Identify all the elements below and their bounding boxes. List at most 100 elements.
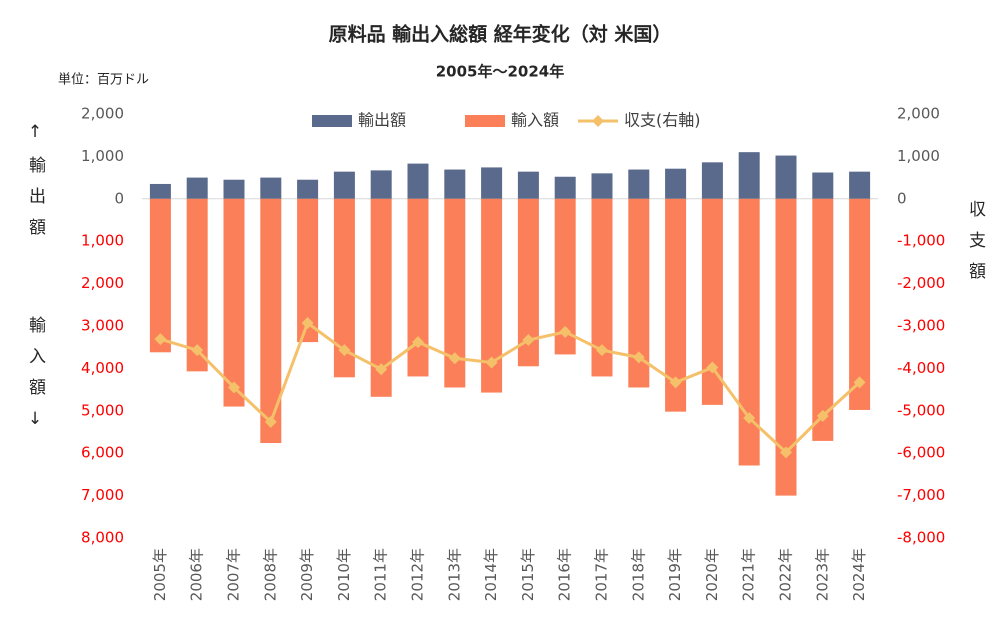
balance-marker [706,361,719,374]
x-tick-label: 2018年 [629,548,647,601]
y2-axis-label: 収支額 [965,200,986,293]
bar [149,198,171,353]
x-tick-label: 2017年 [593,548,611,601]
unit-label: 単位：百万ドル [58,72,149,88]
balance-marker [816,409,829,422]
y2-tick-label: 2,000 [897,105,940,123]
bar [333,171,355,199]
x-tick-label: 2023年 [813,548,831,601]
balance-marker [228,381,240,394]
bar [665,168,687,199]
bar [260,177,282,199]
x-tick-label: 2007年 [225,548,243,601]
y2-tick-label: -8,000 [897,529,945,547]
balance-marker [264,415,277,428]
x-tick-label: 2021年 [740,548,758,601]
y-tick-label: 1,000 [81,147,124,165]
bar [775,198,797,496]
bar [812,172,834,199]
bar [297,198,319,343]
y2-tick-label: -3,000 [897,317,945,335]
balance-marker [522,333,535,346]
balance-marker [632,351,645,364]
bar [444,169,466,199]
bar [186,177,208,199]
bar [260,198,282,444]
bar [370,170,392,199]
bar [738,198,760,466]
balance-marker [559,325,572,338]
bar [517,198,539,367]
y2-tick-label: -4,000 [897,359,945,377]
legend-label: 輸出額 [358,111,406,130]
legend-swatch [592,115,604,127]
y-axis-label: 輸入額↓ [25,316,46,443]
bar [444,198,466,388]
y2-tick-label: -7,000 [897,486,945,504]
balance-line [159,320,861,455]
legend-label: 収支(右軸) [624,111,701,130]
bar [223,198,245,407]
bar [738,152,760,199]
balance-marker [412,336,424,349]
bar [701,198,723,405]
x-tick-label: 2015年 [519,548,537,601]
y-tick-label: 3,000 [81,317,124,335]
x-tick-label: 2022年 [777,548,795,601]
bar [628,169,650,199]
bar [517,171,539,199]
bar [149,183,171,199]
bar [775,155,797,199]
y2-tick-label: -5,000 [897,401,945,419]
legend-swatch [312,115,352,127]
bar [591,198,613,377]
chart-title: 原料品 輸出入総額 経年変化（対 米国） [329,23,672,46]
x-tick-label: 2006年 [188,548,206,601]
balance-marker [853,376,866,389]
x-tick-label: 2019年 [666,548,684,601]
x-tick-label: 2011年 [372,548,390,601]
x-tick-label: 2009年 [298,548,316,601]
y-axis-label: ↑輸出額 [25,122,46,249]
y2-tick-label: -2,000 [897,274,945,292]
bar [481,198,503,393]
y-tick-label: 6,000 [81,444,124,462]
bar [333,198,355,378]
x-tick-label: 2020年 [703,548,721,601]
x-tick-label: 2012年 [409,548,427,601]
bar [554,198,576,355]
balance-marker [301,317,314,330]
y2-tick-label: 1,000 [897,147,940,165]
y-tick-label: 5,000 [81,401,124,419]
balance-marker [780,446,792,459]
balance-marker [485,356,498,369]
y2-tick-label: -6,000 [897,444,945,462]
chart-subtitle: 2005年～2024年 [436,63,565,81]
bar [849,171,871,199]
y2-tick-label: 0 [897,189,907,207]
y-tick-label: 2,000 [81,105,124,123]
bar [849,198,871,410]
y-tick-label: 2,000 [81,274,124,292]
bar [370,198,392,397]
bar [186,198,208,372]
balance-marker [743,412,756,425]
y2-tick-label: -1,000 [897,232,945,250]
y-tick-label: 4,000 [81,359,124,377]
x-tick-label: 2014年 [482,548,500,601]
balance-marker [596,344,608,357]
balance-marker [191,344,204,357]
y-tick-label: 7,000 [81,486,124,504]
bar [554,176,576,199]
balance-marker [448,352,461,365]
bar [407,198,429,377]
balance-marker [669,376,682,389]
bar [665,198,687,412]
legend-swatch [465,115,505,127]
x-tick-label: 2005年 [151,548,169,601]
bar [407,163,429,199]
y-tick-label: 8,000 [81,529,124,547]
bar [628,198,650,388]
legend-label: 輸入額 [511,111,559,130]
